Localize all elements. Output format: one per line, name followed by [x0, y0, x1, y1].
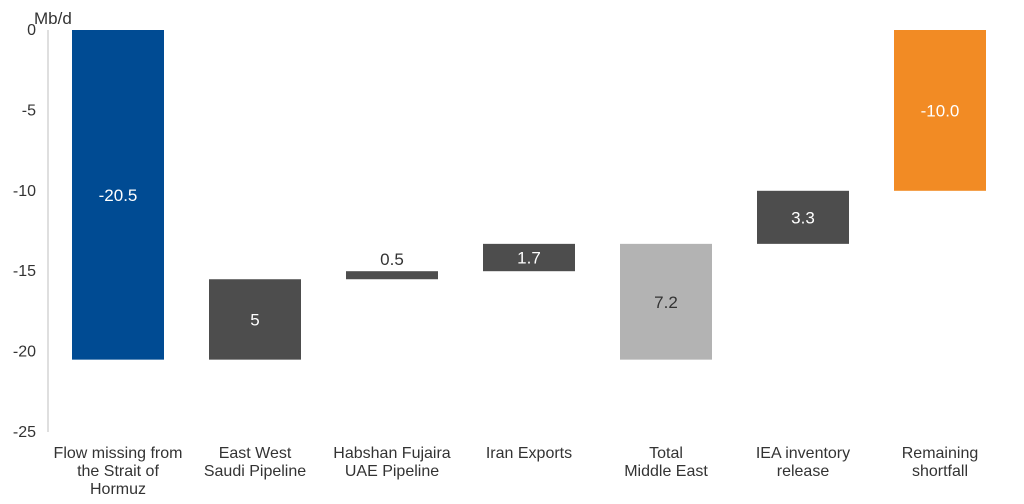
x-category-label-line: Saudi Pipeline	[204, 463, 306, 480]
y-tick-label: -20	[13, 344, 36, 361]
x-category-label-line: shortfall	[912, 463, 968, 480]
waterfall-bar	[72, 30, 164, 360]
y-tick-label: -5	[22, 102, 36, 119]
waterfall-bar	[483, 243, 575, 272]
x-category-label-line: Total	[649, 445, 683, 462]
bar-value-label: 5	[250, 310, 259, 329]
waterfall-bar	[894, 30, 986, 191]
x-category-label: IEA inventory release	[756, 445, 850, 480]
y-tick-label: -25	[13, 424, 36, 441]
bar-value-label: 7.2	[654, 293, 678, 312]
x-category-label-line: IEA inventory	[756, 445, 850, 462]
bar-value-label: 3.3	[791, 208, 815, 227]
x-category-label: Remaining shortfall	[902, 445, 978, 480]
x-category-label: Total Middle East	[624, 445, 708, 480]
x-category-label-line: release	[777, 463, 830, 480]
bar-value-label: -10.0	[921, 101, 960, 120]
y-unit-label: Mb/d	[34, 9, 72, 28]
bar-value-label: 0.5	[380, 250, 404, 269]
x-category-label-line: the Strait of	[77, 463, 159, 480]
x-category-label-line: UAE Pipeline	[345, 463, 439, 480]
y-tick-label: -15	[13, 263, 36, 280]
x-category-label: Iran Exports	[486, 445, 572, 462]
x-category-label-line: Habshan Fujaira	[333, 445, 451, 462]
waterfall-bar	[757, 190, 849, 244]
waterfall-bar	[209, 279, 301, 360]
x-category-label-line: Middle East	[624, 463, 708, 480]
x-category-label-line: Hormuz	[90, 481, 146, 498]
y-tick-label: 0	[27, 22, 36, 39]
x-category-label-line: East West	[219, 445, 292, 462]
bar-value-label: -20.5	[99, 186, 138, 205]
y-tick-label: -10	[13, 183, 36, 200]
waterfall-bar	[346, 271, 438, 280]
bar-value-label: 1.7	[517, 249, 541, 268]
waterfall-bar	[620, 243, 712, 360]
x-category-label: Habshan Fujaira UAE Pipeline	[333, 445, 451, 480]
x-category-label: Flow missing from the Strait of Hormuz	[54, 445, 183, 498]
x-category-label-line: Flow missing from	[54, 445, 183, 462]
x-category-label-line: Iran Exports	[486, 445, 572, 462]
x-category-label: East West Saudi Pipeline	[204, 445, 306, 480]
x-category-label-line: Remaining	[902, 445, 978, 462]
